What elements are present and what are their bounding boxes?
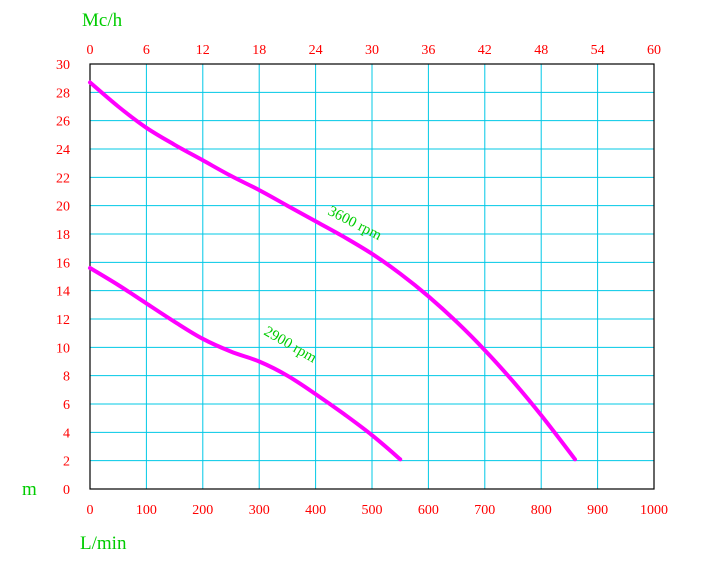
y-tick-label: 2 (63, 455, 70, 470)
y-tick-label: 22 (56, 171, 70, 186)
y-tick-label: 6 (63, 398, 70, 413)
series-group (88, 80, 577, 462)
x2-tick-label: 30 (365, 43, 379, 58)
y-tick-label: 14 (56, 285, 70, 300)
y-tick-label: 4 (63, 426, 70, 441)
y-tick-label: 24 (56, 143, 70, 158)
series-label-2900-rpm: 2900 rpm (261, 324, 319, 367)
x-tick-label: 0 (87, 503, 94, 518)
x2-tick-label: 24 (309, 43, 323, 58)
x-tick-label: 800 (531, 503, 552, 518)
series-line-3600-rpm (88, 80, 577, 462)
y-tick-label: 18 (56, 228, 70, 243)
x2-tick-labels: 0 6 12 18 24 30 36 42 48 54 60 (87, 43, 662, 58)
x2-tick-label: 48 (534, 43, 548, 58)
x2-tick-label: 36 (421, 43, 435, 58)
x-tick-label: 600 (418, 503, 439, 518)
x2-axis-label: Mc/h (82, 10, 123, 31)
x2-tick-label: 18 (252, 43, 266, 58)
y-tick-label: 0 (63, 483, 70, 498)
x-tick-label: 100 (136, 503, 157, 518)
y-tick-label: 20 (56, 200, 70, 215)
x-tick-label: 400 (305, 503, 326, 518)
x2-tick-label: 42 (478, 43, 492, 58)
y-tick-label: 10 (56, 341, 70, 356)
x-tick-label: 300 (249, 503, 270, 518)
x-tick-label: 1000 (640, 503, 668, 518)
y-tick-label: 28 (56, 86, 70, 101)
series-line-2900-rpm (88, 266, 403, 462)
y-tick-label: 26 (56, 115, 70, 130)
plot-frame (89, 63, 655, 490)
x2-tick-label: 54 (591, 43, 605, 58)
grid (89, 63, 655, 490)
y-tick-label: 8 (63, 370, 70, 385)
series-label-3600-rpm: 3600 rpm (325, 203, 384, 244)
x-tick-label: 700 (474, 503, 495, 518)
x-tick-label: 200 (192, 503, 213, 518)
x2-tick-label: 6 (143, 43, 150, 58)
y-tick-label: 30 (56, 58, 70, 73)
x-tick-label: 900 (587, 503, 608, 518)
x2-tick-label: 12 (196, 43, 210, 58)
y-axis-label: m (22, 479, 37, 500)
x-tick-labels: 0 100 200 300 400 500 600 700 800 900 1000 (87, 503, 669, 518)
y-tick-label: 12 (56, 313, 70, 328)
x2-tick-label: 0 (87, 43, 94, 58)
x2-tick-label: 60 (647, 43, 661, 58)
y-tick-label: 16 (56, 256, 70, 271)
x-tick-label: 500 (362, 503, 383, 518)
x-axis-label: L/min (80, 533, 127, 554)
